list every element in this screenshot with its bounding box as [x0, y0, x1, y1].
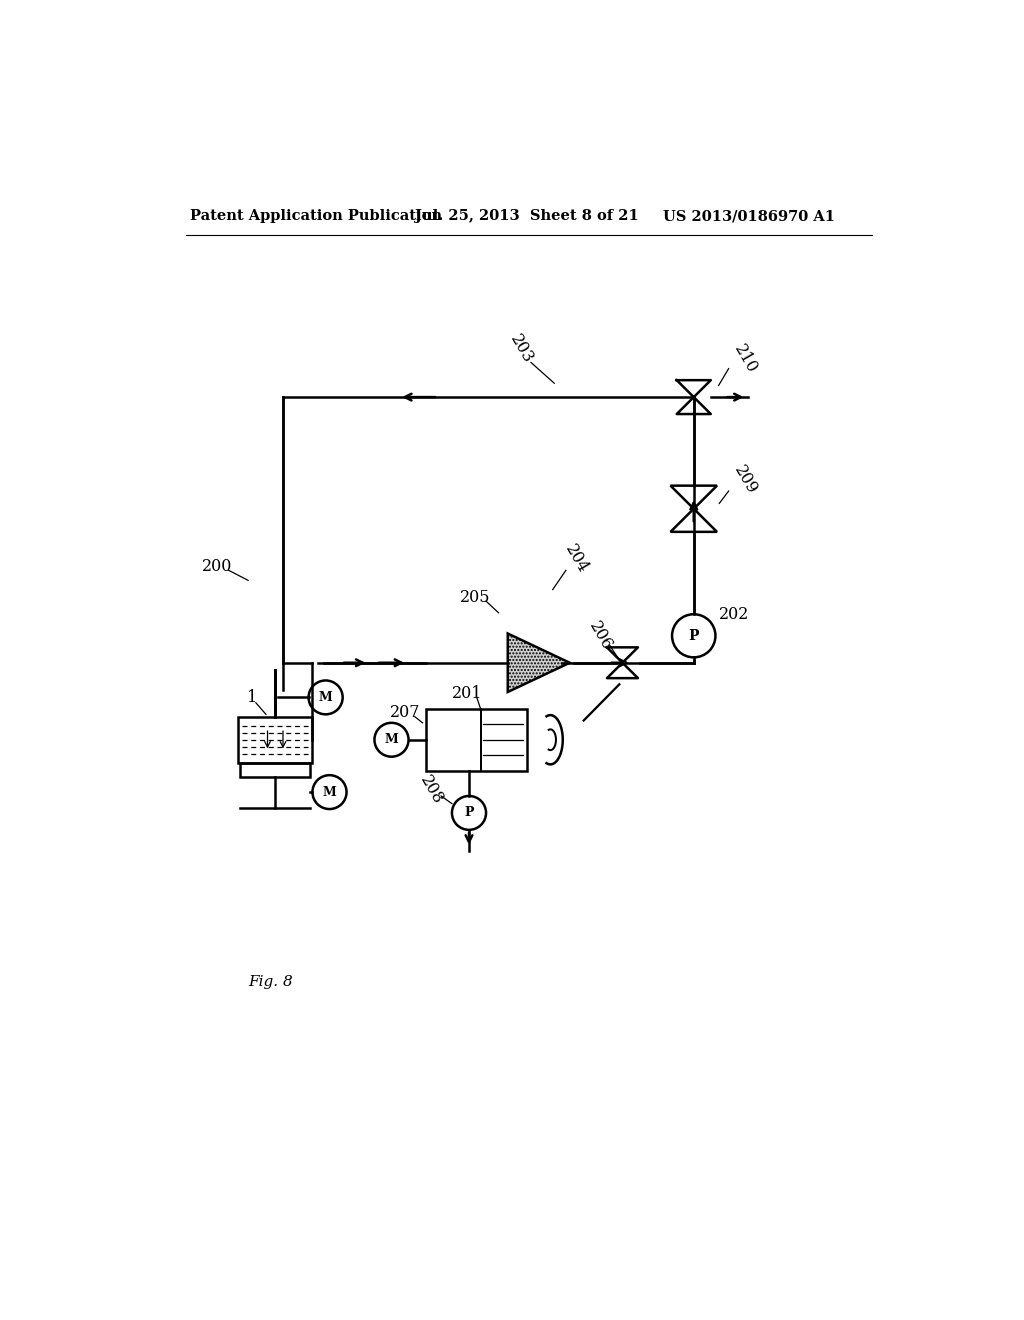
Text: 210: 210 — [731, 341, 761, 376]
Text: P: P — [464, 807, 474, 820]
Text: Fig. 8: Fig. 8 — [248, 975, 293, 989]
Text: 203: 203 — [507, 331, 537, 367]
Text: 206: 206 — [586, 618, 615, 653]
Text: US 2013/0186970 A1: US 2013/0186970 A1 — [663, 209, 835, 223]
Text: 205: 205 — [460, 589, 490, 606]
Text: 209: 209 — [731, 463, 761, 498]
Text: 202: 202 — [719, 606, 749, 623]
Bar — [241, 763, 310, 776]
Text: 200: 200 — [202, 558, 232, 576]
Text: 201: 201 — [453, 685, 482, 702]
Text: M: M — [318, 690, 333, 704]
Bar — [426, 709, 527, 771]
Polygon shape — [508, 634, 569, 692]
Text: P: P — [688, 628, 699, 643]
Text: 208: 208 — [417, 772, 446, 808]
Text: 1: 1 — [247, 689, 257, 706]
Text: Jul. 25, 2013  Sheet 8 of 21: Jul. 25, 2013 Sheet 8 of 21 — [415, 209, 639, 223]
Bar — [239, 717, 312, 763]
Text: M: M — [323, 785, 336, 799]
Text: Patent Application Publication: Patent Application Publication — [190, 209, 442, 223]
Text: 207: 207 — [390, 705, 421, 721]
Text: 204: 204 — [561, 541, 591, 577]
Text: M: M — [385, 733, 398, 746]
